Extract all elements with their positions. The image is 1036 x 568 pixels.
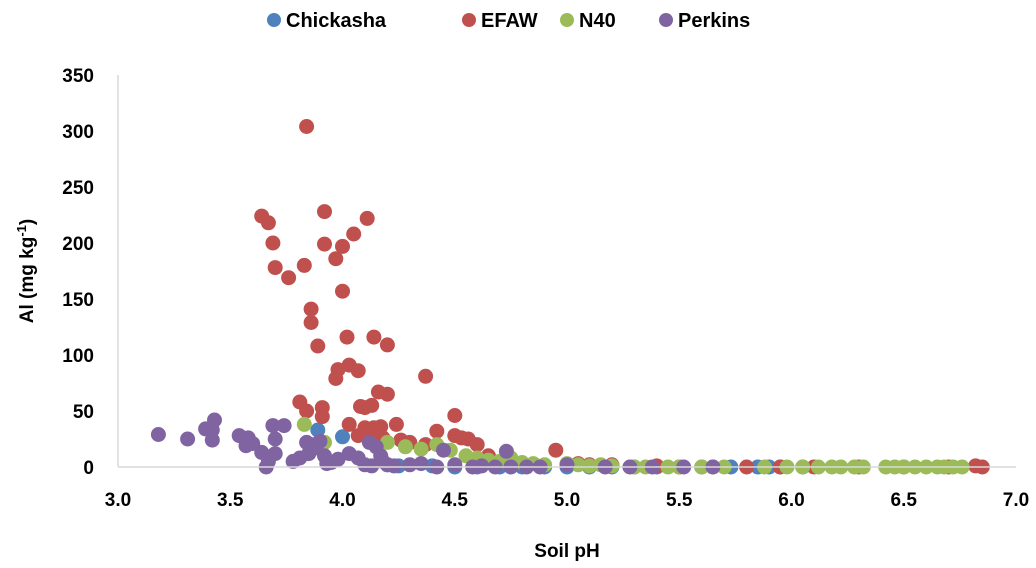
axes xyxy=(117,75,1016,468)
data-point xyxy=(359,210,375,226)
data-point xyxy=(310,422,326,438)
data-point xyxy=(350,363,366,379)
series-perkins xyxy=(150,412,721,475)
data-point xyxy=(335,238,350,254)
series-efaw xyxy=(254,119,990,475)
data-point xyxy=(312,433,328,449)
data-point xyxy=(570,457,586,473)
data-point xyxy=(386,458,402,474)
data-point xyxy=(317,204,332,220)
legend-label: Perkins xyxy=(678,10,750,32)
data-point xyxy=(330,451,346,467)
y-tick-label: 350 xyxy=(62,66,94,87)
data-point xyxy=(458,448,474,464)
data-point xyxy=(281,270,297,286)
data-point xyxy=(339,329,355,345)
data-point xyxy=(379,337,395,353)
x-tick-label: 7.0 xyxy=(1003,490,1029,511)
data-point xyxy=(335,429,350,445)
data-point xyxy=(238,438,254,454)
data-point xyxy=(418,368,434,384)
data-point xyxy=(267,431,283,447)
y-tick-label: 300 xyxy=(62,122,94,143)
tick-labels: 0 50 100 150 200 250 300 350 3.0 3.5 4.0 4.5 5.0 5.5 6… xyxy=(62,66,1029,511)
data-point xyxy=(296,416,312,432)
data-point xyxy=(180,431,196,447)
data-point xyxy=(296,257,312,273)
legend-marker xyxy=(560,13,574,27)
data-point xyxy=(265,418,281,434)
data-point xyxy=(413,441,429,457)
x-tick-label: 6.5 xyxy=(891,490,918,511)
data-point xyxy=(447,408,463,423)
y-axis-title-superscript: -1 xyxy=(14,225,29,237)
legend-label: Chickasha xyxy=(286,10,387,32)
data-point xyxy=(364,397,380,413)
data-point xyxy=(429,423,445,439)
data-point xyxy=(373,419,389,435)
y-tick-label: 200 xyxy=(62,234,94,255)
x-axis-title: Soil pH xyxy=(534,541,599,562)
data-point xyxy=(267,260,283,276)
data-point xyxy=(581,458,597,474)
data-point xyxy=(314,409,330,425)
data-point xyxy=(548,442,564,458)
data-point xyxy=(341,416,357,432)
plot-area xyxy=(150,119,990,475)
y-axis-title: Al (mg kg-1) xyxy=(14,219,38,323)
data-point xyxy=(303,315,319,330)
data-point xyxy=(498,443,514,459)
y-axis-title-main: Al (mg kg xyxy=(17,237,38,324)
data-point xyxy=(474,458,490,474)
data-point xyxy=(276,418,292,434)
legend-label: EFAW xyxy=(481,10,538,32)
legend-label: N40 xyxy=(579,10,616,32)
data-point xyxy=(447,457,463,473)
legend: Chickasha EFAW N40 Perkins xyxy=(267,10,750,32)
y-tick-label: 50 xyxy=(73,402,94,423)
x-tick-label: 5.5 xyxy=(666,490,693,511)
data-point xyxy=(436,442,451,458)
data-point xyxy=(559,457,575,473)
data-point xyxy=(299,119,315,134)
data-point xyxy=(388,416,404,432)
data-point xyxy=(402,457,418,473)
y-tick-label: 250 xyxy=(62,178,94,199)
data-point xyxy=(379,386,395,402)
x-tick-label: 3.5 xyxy=(217,490,244,511)
data-point xyxy=(366,329,382,345)
data-point xyxy=(413,456,429,472)
data-point xyxy=(204,422,220,438)
y-tick-label: 100 xyxy=(62,346,94,367)
data-point xyxy=(328,371,344,386)
y-axis-title-close: ) xyxy=(17,219,38,225)
x-tick-label: 4.0 xyxy=(329,490,355,511)
y-tick-label: 150 xyxy=(62,290,94,311)
data-point xyxy=(346,226,362,242)
y-tick-label: 0 xyxy=(83,458,94,479)
data-point xyxy=(260,215,276,231)
data-point xyxy=(265,235,281,251)
data-point xyxy=(299,403,315,419)
data-point xyxy=(267,446,283,462)
data-point xyxy=(317,236,332,252)
data-point xyxy=(328,251,344,267)
data-point xyxy=(350,428,366,444)
legend-marker xyxy=(462,13,476,27)
x-tick-label: 6.0 xyxy=(778,490,804,511)
data-point xyxy=(303,301,319,317)
data-point xyxy=(469,437,485,453)
legend-marker xyxy=(267,13,281,27)
legend-marker xyxy=(659,13,673,27)
data-point xyxy=(335,283,350,299)
x-tick-label: 3.0 xyxy=(105,490,131,511)
data-point xyxy=(310,338,326,354)
data-point xyxy=(397,439,413,455)
x-tick-label: 5.0 xyxy=(554,490,580,511)
data-point xyxy=(150,427,166,442)
x-tick-label: 4.5 xyxy=(442,490,469,511)
